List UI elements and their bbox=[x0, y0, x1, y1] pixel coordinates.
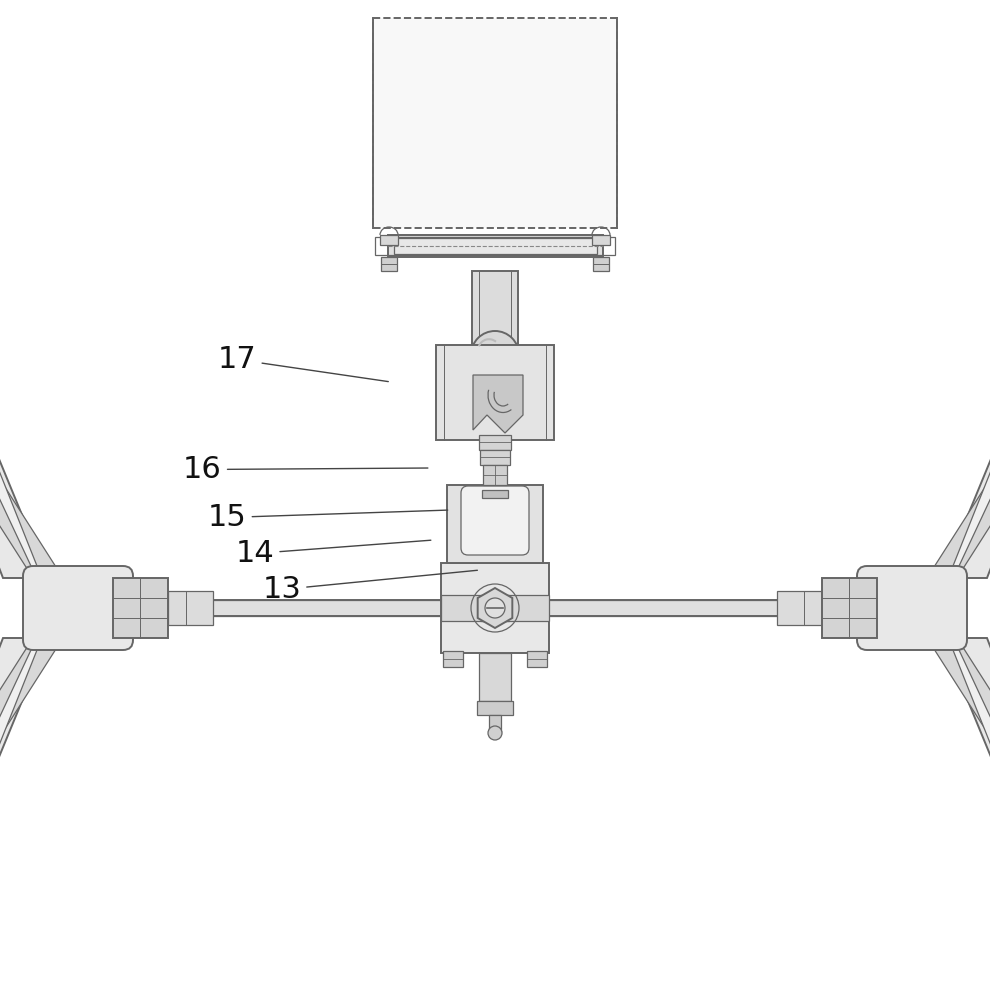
FancyBboxPatch shape bbox=[461, 486, 529, 555]
Bar bbox=[394, 238, 597, 254]
Circle shape bbox=[488, 726, 502, 740]
FancyBboxPatch shape bbox=[23, 566, 133, 650]
Bar bbox=[777, 591, 822, 625]
Bar bbox=[479, 653, 511, 701]
Polygon shape bbox=[867, 323, 990, 893]
Circle shape bbox=[485, 598, 505, 618]
Bar bbox=[380, 235, 398, 245]
Bar bbox=[472, 271, 518, 355]
Polygon shape bbox=[927, 330, 990, 886]
Polygon shape bbox=[0, 343, 123, 873]
Bar bbox=[480, 450, 510, 465]
Text: 13: 13 bbox=[262, 570, 477, 604]
Bar bbox=[477, 701, 513, 715]
Bar bbox=[85, 600, 905, 616]
Bar bbox=[388, 235, 603, 257]
Bar bbox=[479, 435, 511, 450]
Polygon shape bbox=[473, 375, 523, 433]
Bar bbox=[822, 578, 877, 638]
Bar bbox=[593, 257, 609, 271]
Polygon shape bbox=[867, 343, 990, 873]
Bar bbox=[375, 237, 615, 255]
Bar bbox=[482, 490, 508, 498]
Polygon shape bbox=[0, 323, 123, 893]
Bar bbox=[447, 485, 543, 563]
Text: 15: 15 bbox=[208, 503, 447, 532]
Bar bbox=[168, 591, 213, 625]
Bar bbox=[483, 465, 507, 485]
Bar bbox=[113, 578, 168, 638]
Text: 14: 14 bbox=[236, 539, 431, 568]
Bar bbox=[441, 595, 509, 621]
Bar bbox=[443, 651, 463, 667]
Bar bbox=[373, 18, 617, 228]
FancyBboxPatch shape bbox=[857, 566, 967, 650]
Bar bbox=[381, 257, 397, 271]
Circle shape bbox=[471, 331, 519, 379]
Text: 17: 17 bbox=[218, 345, 388, 382]
Bar bbox=[489, 715, 501, 733]
Text: 16: 16 bbox=[183, 455, 428, 484]
Polygon shape bbox=[478, 588, 512, 628]
Polygon shape bbox=[0, 330, 63, 886]
Bar bbox=[441, 563, 549, 653]
Bar bbox=[436, 345, 554, 440]
Bar bbox=[592, 235, 610, 245]
Bar bbox=[481, 595, 549, 621]
Bar bbox=[527, 651, 547, 667]
